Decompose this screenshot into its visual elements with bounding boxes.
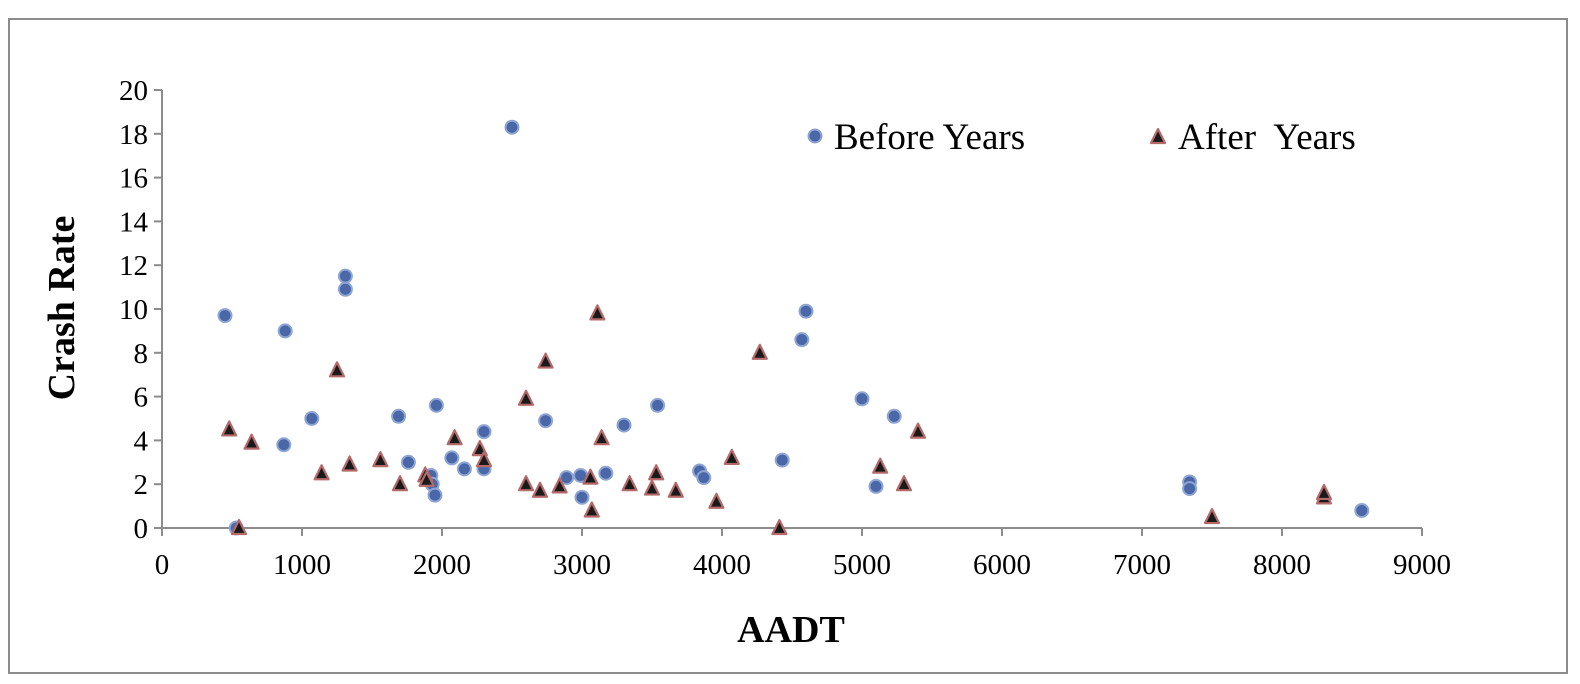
y-tick-label: 10: [119, 294, 148, 326]
legend-label: Before Years: [834, 117, 1025, 158]
x-tick-label: 5000: [833, 549, 891, 581]
legend-marker: [807, 128, 823, 144]
after-years-point: [582, 468, 599, 485]
x-tick-label: 4000: [693, 549, 751, 581]
legend-label: After Years: [1178, 117, 1356, 158]
y-tick-label: 18: [119, 119, 148, 151]
before-years-point: [217, 308, 233, 324]
legend-before-years: Before Years: [807, 117, 1025, 158]
after-years-point: [517, 475, 535, 492]
after-years-point: [909, 422, 927, 439]
y-tick-label: 16: [119, 163, 148, 195]
legend-after-years: After Years: [1149, 117, 1356, 158]
before-years-point: [400, 454, 416, 470]
x-tick-label: 8000: [1253, 549, 1311, 581]
after-years-point: [517, 389, 535, 406]
legend: Before Years After Years: [807, 117, 1356, 158]
after-years-point: [895, 475, 913, 492]
before-years-point: [598, 465, 614, 481]
x-tick-label: 1000: [273, 549, 331, 581]
after-years-point: [648, 464, 665, 481]
after-years-point: [1315, 483, 1333, 501]
before-years-point: [696, 470, 712, 486]
y-tick-label: 6: [134, 382, 149, 414]
before-years-point: [538, 413, 554, 429]
before-years-point: [798, 303, 814, 319]
before-years-point: [276, 437, 292, 453]
before-years-point: [868, 478, 884, 494]
after-years-point: [583, 501, 600, 518]
after-years-point: [341, 455, 358, 472]
before-years-point: [456, 461, 472, 477]
legend-marker: [1149, 127, 1167, 145]
after-years-point: [593, 429, 610, 446]
before-years-point: [886, 408, 902, 424]
after-years-point: [313, 464, 330, 481]
before-years-point: [574, 489, 590, 505]
before-years-point: [444, 450, 460, 466]
axes: [154, 89, 1423, 536]
after-years-point: [328, 361, 346, 378]
after-years-point: [751, 343, 768, 360]
x-tick-label: 7000: [1113, 549, 1171, 581]
after-years-point: [221, 420, 238, 437]
before-years-point: [774, 452, 790, 468]
after-years-point: [1203, 507, 1221, 525]
y-tick-label: 2: [134, 469, 149, 501]
after-years-point: [418, 470, 435, 487]
x-tick-label: 2000: [413, 549, 471, 581]
after-years-point: [667, 481, 684, 498]
before-years-point: [854, 391, 870, 407]
chart-frame: [8, 18, 1568, 674]
after-years-point: [621, 475, 638, 492]
before-years-point: [391, 408, 407, 424]
after-years-point: [708, 492, 725, 509]
y-tick-label: 8: [134, 338, 149, 370]
data-points: [217, 119, 1370, 536]
after-years-point: [391, 475, 409, 492]
after-years-point: [531, 481, 549, 498]
x-tick-label: 0: [155, 549, 170, 581]
after-years-point: [243, 433, 260, 450]
before-years-point: [476, 424, 492, 440]
after-years-point: [551, 477, 568, 494]
after-years-point: [589, 304, 606, 321]
after-years-point: [723, 448, 740, 466]
after-years-point: [643, 479, 661, 496]
before-years-point: [794, 332, 810, 348]
y-tick-label: 12: [119, 250, 148, 282]
y-tick-label: 14: [119, 206, 149, 238]
y-axis-title: Crash Rate: [41, 216, 83, 401]
y-tick-label: 4: [134, 425, 149, 457]
after-years-point: [537, 352, 554, 369]
after-years-point: [771, 518, 788, 536]
after-years-point: [872, 457, 889, 474]
before-years-point: [1182, 481, 1198, 497]
before-years-point: [650, 397, 666, 413]
before-years-point: [304, 411, 320, 426]
before-years-point: [428, 397, 444, 413]
before-years-point: [1354, 502, 1370, 518]
before-years-point: [337, 268, 353, 284]
after-years-point: [475, 451, 493, 468]
y-tick-label: 0: [134, 513, 149, 545]
before-years-point: [427, 487, 443, 503]
after-years-point: [372, 451, 389, 468]
x-tick-label: 9000: [1393, 549, 1451, 581]
x-tick-label: 3000: [553, 549, 611, 581]
tick-labels: 0 2 4 6 8 10 12 14 16 18 20 0 1000 2000 3000 4000 5000 60…: [119, 75, 1451, 581]
x-tick-label: 6000: [973, 549, 1031, 581]
after-years-point: [230, 518, 248, 536]
y-tick-label: 20: [119, 75, 148, 107]
before-years-point: [337, 281, 353, 297]
before-years-point: [616, 417, 632, 433]
x-axis-title: AADT: [737, 609, 845, 651]
before-years-point: [277, 323, 293, 339]
before-years-point: [504, 119, 520, 135]
after-years-point: [446, 429, 463, 446]
